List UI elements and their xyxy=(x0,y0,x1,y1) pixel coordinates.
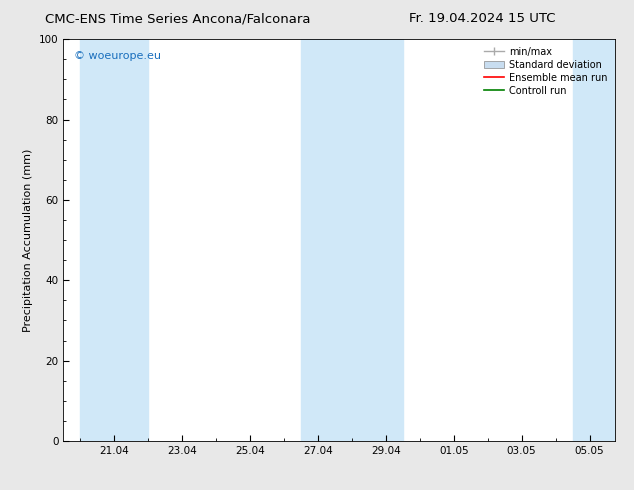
Text: CMC-ENS Time Series Ancona/Falconara: CMC-ENS Time Series Ancona/Falconara xyxy=(45,12,310,25)
Text: Fr. 19.04.2024 15 UTC: Fr. 19.04.2024 15 UTC xyxy=(408,12,555,25)
Y-axis label: Precipitation Accumulation (mm): Precipitation Accumulation (mm) xyxy=(23,148,34,332)
Bar xyxy=(573,39,623,441)
Bar xyxy=(301,39,403,441)
Text: © woeurope.eu: © woeurope.eu xyxy=(74,51,162,61)
Legend: min/max, Standard deviation, Ensemble mean run, Controll run: min/max, Standard deviation, Ensemble me… xyxy=(481,44,610,98)
Bar xyxy=(81,39,148,441)
